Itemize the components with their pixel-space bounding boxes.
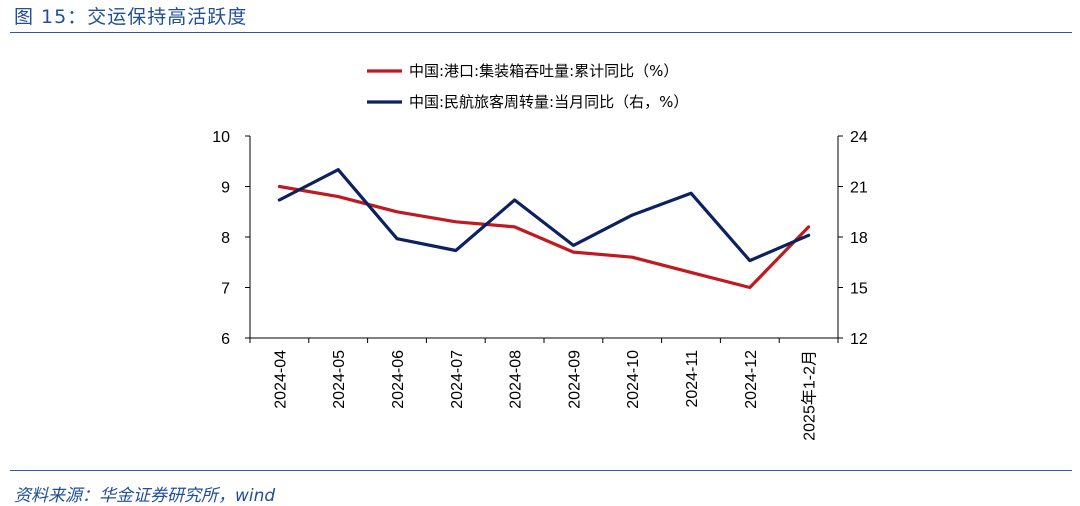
- legend-label: 中国:港口:集装箱吞吐量:累计同比（%）: [409, 62, 678, 80]
- right-tick-label: 18: [850, 230, 868, 247]
- right-tick-label: 12: [850, 331, 868, 348]
- series-line-aviation-passenger: [277, 168, 811, 263]
- left-tick-label: 7: [221, 281, 230, 298]
- legend-label: 中国:民航旅客周转量:当月同比（右，%）: [409, 93, 688, 111]
- x-tick-label: 2024-05: [331, 350, 348, 409]
- right-tick-label: 21: [850, 180, 868, 197]
- x-tick-label: 2024-04: [272, 350, 289, 409]
- left-tick-label: 6: [221, 331, 230, 348]
- source-note: 资料来源：华金证券研究所，wind: [14, 486, 276, 506]
- left-tick-label: 10: [212, 129, 230, 146]
- top-divider: [10, 32, 1072, 33]
- x-tick-label: 2025年1-2月: [801, 350, 819, 441]
- x-tick-label: 2024-07: [449, 350, 466, 409]
- axes: 6 7 8 9 10 12 15 18 21 24 2024-04 2024-05 2024-06 202…: [212, 129, 868, 441]
- figure-title: 图 15：交运保持高活跃度: [14, 6, 248, 28]
- legend: 中国:港口:集装箱吞吐量:累计同比（%） 中国:民航旅客周转量:当月同比（右，%）: [367, 62, 688, 111]
- x-tick-label: 2024-12: [743, 350, 760, 409]
- x-tick-label: 2024-10: [625, 350, 642, 409]
- right-tick-label: 15: [850, 281, 868, 298]
- x-tick-label: 2024-11: [684, 350, 701, 408]
- x-tick-label: 2024-06: [390, 350, 407, 409]
- left-tick-label: 9: [221, 180, 230, 197]
- series-lines: [277, 168, 811, 290]
- left-tick-label: 8: [221, 230, 230, 247]
- bottom-divider: [10, 470, 1072, 471]
- x-tick-label: 2024-09: [566, 350, 583, 409]
- x-tick-label: 2024-08: [508, 350, 525, 409]
- right-tick-label: 24: [850, 129, 868, 146]
